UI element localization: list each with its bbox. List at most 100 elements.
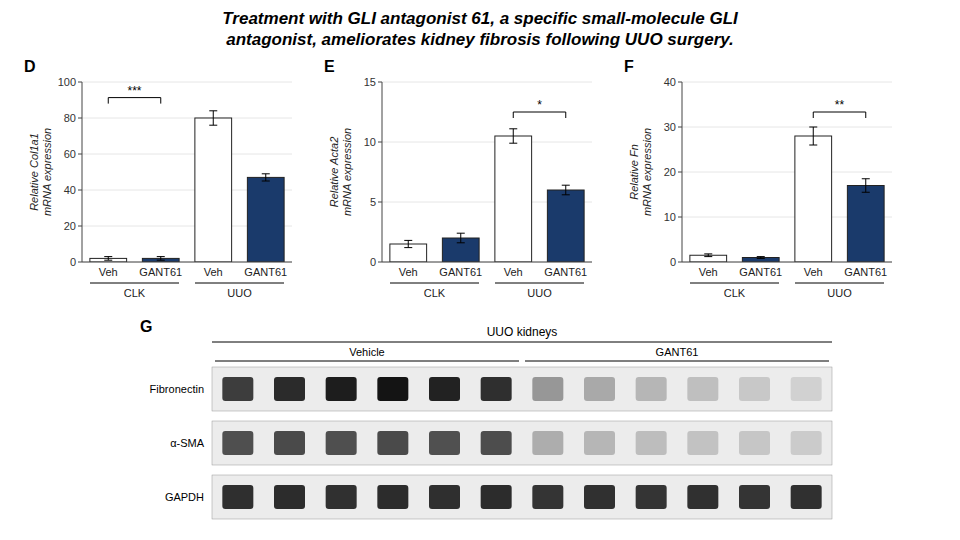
error-bar xyxy=(809,127,817,145)
y-axis-label-line: Relative Acta2 xyxy=(328,137,340,208)
row-label: α-SMA xyxy=(170,437,205,449)
y-axis xyxy=(82,82,83,262)
y-tick-label: 20 xyxy=(664,166,676,178)
y-tick xyxy=(378,262,382,263)
y-tick xyxy=(378,142,382,143)
y-tick xyxy=(678,82,682,83)
blot-panel: GUUO kidneysVehicleGANT61Fibronectinα-SM… xyxy=(140,318,832,519)
group-line xyxy=(495,283,584,284)
grid-line xyxy=(682,82,892,83)
figure-title: Treatment with GLI antagonist 61, a spec… xyxy=(222,9,739,49)
y-tick xyxy=(378,82,382,83)
group-line xyxy=(215,361,519,362)
y-tick-label: 40 xyxy=(664,76,676,88)
y-axis-label-line: mRNA expression xyxy=(341,128,353,216)
x-axis xyxy=(682,262,892,263)
y-axis xyxy=(382,82,383,262)
category-label: UUO xyxy=(827,287,852,299)
bar xyxy=(795,136,832,262)
y-axis-label-line: Relative Fn xyxy=(628,144,640,200)
y-tick xyxy=(678,127,682,128)
grid-line xyxy=(82,262,292,263)
bar-label: GANT61 xyxy=(739,266,782,278)
blot-band xyxy=(532,431,563,455)
blot-band xyxy=(274,485,305,509)
bar xyxy=(495,136,532,262)
blot-band xyxy=(429,377,460,401)
blot-band xyxy=(739,377,770,401)
blot-band xyxy=(481,431,512,455)
category-label: CLK xyxy=(724,287,746,299)
panel: 020406080100VehGANT61CLKVehGANT61UUORela… xyxy=(24,58,292,299)
bar-label: Veh xyxy=(804,266,823,278)
title-line: Treatment with GLI antagonist 61, a spec… xyxy=(222,9,739,28)
y-tick xyxy=(78,262,82,263)
blot-band xyxy=(739,485,770,509)
title-line: antagonist, ameliorates kidney fibrosis … xyxy=(226,30,734,49)
blot-band xyxy=(636,431,667,455)
header-line xyxy=(212,342,832,343)
bar-label: Veh xyxy=(99,266,118,278)
y-axis-label: Relative Col1a1mRNA expression xyxy=(28,128,53,216)
group-line xyxy=(195,283,284,284)
blot-band xyxy=(222,377,253,401)
y-tick-label: 0 xyxy=(70,256,76,268)
y-tick-label: 0 xyxy=(670,256,676,268)
significance-bracket xyxy=(108,98,161,104)
group-line xyxy=(390,283,479,284)
group-line xyxy=(795,283,884,284)
significance-bracket xyxy=(513,112,566,118)
blot-band xyxy=(326,485,357,509)
blot-band xyxy=(274,377,305,401)
blot-band xyxy=(532,377,563,401)
bar-label: GANT61 xyxy=(139,266,182,278)
y-tick-label: 40 xyxy=(64,184,76,196)
error-bar xyxy=(209,111,217,125)
blot-band xyxy=(739,431,770,455)
x-axis xyxy=(382,262,592,263)
blot-band xyxy=(584,377,615,401)
error-bar xyxy=(262,174,270,181)
panel: 051015VehGANT61CLKVehGANT61UUORelative A… xyxy=(324,58,592,299)
y-tick-label: 15 xyxy=(364,76,376,88)
y-tick xyxy=(78,190,82,191)
y-tick-label: 60 xyxy=(64,148,76,160)
blot-band xyxy=(584,431,615,455)
category-label: UUO xyxy=(527,287,552,299)
error-bar xyxy=(509,129,517,143)
error-bar xyxy=(104,257,112,261)
blot-band xyxy=(377,377,408,401)
grid-line xyxy=(682,172,892,173)
error-bar xyxy=(562,185,570,195)
y-tick-label: 5 xyxy=(370,196,376,208)
category-label: UUO xyxy=(227,287,252,299)
blot-band xyxy=(429,431,460,455)
grid-line xyxy=(682,127,892,128)
group-line xyxy=(690,283,779,284)
y-tick xyxy=(678,172,682,173)
blot-row xyxy=(212,475,832,519)
panel-label: D xyxy=(24,58,36,75)
group-label: GANT61 xyxy=(656,346,699,358)
panel-label: F xyxy=(624,58,634,75)
row-label: GAPDH xyxy=(165,491,204,503)
blot-band xyxy=(636,485,667,509)
y-tick xyxy=(678,217,682,218)
grid-line xyxy=(682,262,892,263)
grid-line xyxy=(382,82,592,83)
y-axis-label-line: Relative Col1a1 xyxy=(28,133,40,211)
blot-band xyxy=(791,485,822,509)
category-label: CLK xyxy=(424,287,446,299)
blot-band xyxy=(274,431,305,455)
blot-band xyxy=(326,431,357,455)
blot-band xyxy=(429,485,460,509)
y-tick xyxy=(78,82,82,83)
y-tick xyxy=(78,226,82,227)
group-label: Vehicle xyxy=(349,346,384,358)
blot-band xyxy=(791,431,822,455)
blot-band xyxy=(687,377,718,401)
bar-label: Veh xyxy=(699,266,718,278)
y-tick-label: 10 xyxy=(364,136,376,148)
grid-line xyxy=(82,118,292,119)
marks xyxy=(390,129,584,262)
